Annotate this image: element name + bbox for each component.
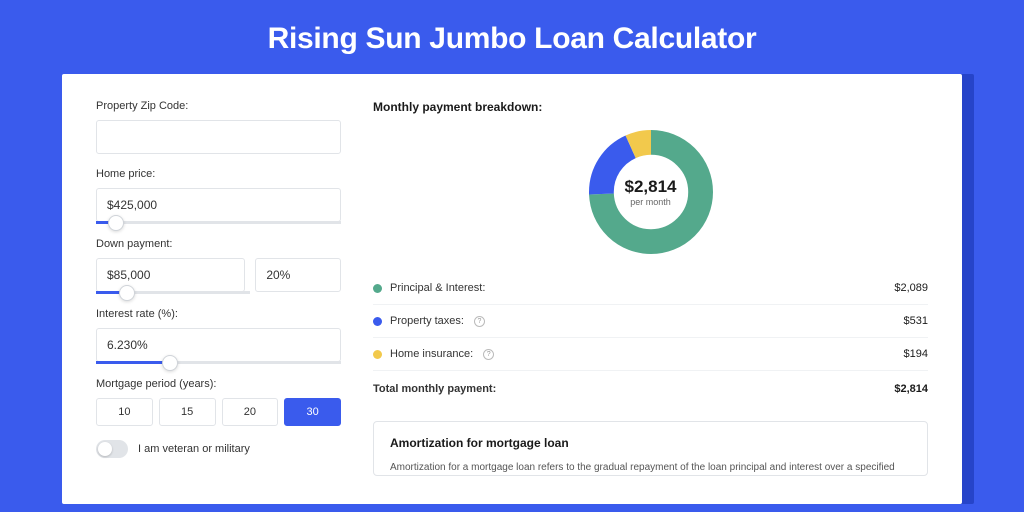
- interest-rate-label: Interest rate (%):: [96, 308, 341, 320]
- donut-chart: $2,814 per month: [589, 130, 713, 254]
- legend-row-1: Property taxes:? $531: [373, 305, 928, 338]
- breakdown-title: Monthly payment breakdown:: [373, 100, 928, 114]
- down-payment-slider[interactable]: [96, 291, 250, 294]
- interest-rate-slider-thumb[interactable]: [162, 355, 178, 371]
- legend-value: $531: [904, 315, 928, 327]
- period-options: 10152030: [96, 398, 341, 426]
- interest-rate-input[interactable]: [96, 328, 341, 362]
- interest-rate-field: Interest rate (%):: [96, 308, 341, 364]
- zip-input[interactable]: [96, 120, 341, 154]
- amortization-title: Amortization for mortgage loan: [390, 436, 911, 450]
- legend-dot: [373, 350, 382, 359]
- veteran-row: I am veteran or military: [96, 440, 341, 458]
- total-value: $2,814: [894, 383, 928, 395]
- period-option-30[interactable]: 30: [284, 398, 341, 426]
- amortization-box: Amortization for mortgage loan Amortizat…: [373, 421, 928, 476]
- home-price-label: Home price:: [96, 168, 341, 180]
- down-payment-label: Down payment:: [96, 238, 341, 250]
- info-icon[interactable]: ?: [483, 349, 494, 360]
- legend-label: Home insurance:: [390, 348, 473, 360]
- info-icon[interactable]: ?: [474, 316, 485, 327]
- home-price-input[interactable]: [96, 188, 341, 222]
- down-payment-field: Down payment:: [96, 238, 341, 294]
- zip-field: Property Zip Code:: [96, 100, 341, 154]
- breakdown-panel: Monthly payment breakdown: $2,814 per mo…: [373, 100, 928, 504]
- zip-label: Property Zip Code:: [96, 100, 341, 112]
- interest-rate-slider[interactable]: [96, 361, 341, 364]
- home-price-slider-thumb[interactable]: [108, 215, 124, 231]
- calculator-card: Property Zip Code: Home price: Down paym…: [62, 74, 962, 504]
- home-price-slider[interactable]: [96, 221, 341, 224]
- down-payment-slider-thumb[interactable]: [119, 285, 135, 301]
- legend-row-0: Principal & Interest: $2,089: [373, 272, 928, 305]
- legend-row-2: Home insurance:? $194: [373, 338, 928, 371]
- donut-sub: per month: [625, 197, 677, 207]
- legend: Principal & Interest: $2,089 Property taxe…: [373, 272, 928, 371]
- legend-label: Property taxes:: [390, 315, 464, 327]
- period-option-15[interactable]: 15: [159, 398, 216, 426]
- veteran-label: I am veteran or military: [138, 443, 250, 455]
- down-payment-percent-input[interactable]: [255, 258, 341, 292]
- down-payment-amount-input[interactable]: [96, 258, 245, 292]
- total-row: Total monthly payment: $2,814: [373, 371, 928, 405]
- total-label: Total monthly payment:: [373, 383, 496, 395]
- period-option-20[interactable]: 20: [222, 398, 279, 426]
- interest-rate-slider-fill: [96, 361, 170, 364]
- legend-dot: [373, 317, 382, 326]
- period-field: Mortgage period (years): 10152030: [96, 378, 341, 426]
- amortization-text: Amortization for a mortgage loan refers …: [390, 460, 911, 475]
- page-title: Rising Sun Jumbo Loan Calculator: [0, 0, 1024, 74]
- donut-chart-wrap: $2,814 per month: [373, 130, 928, 254]
- veteran-toggle-knob: [98, 442, 112, 456]
- legend-label: Principal & Interest:: [390, 282, 485, 294]
- home-price-field: Home price:: [96, 168, 341, 224]
- veteran-toggle[interactable]: [96, 440, 128, 458]
- donut-amount: $2,814: [625, 177, 677, 197]
- legend-value: $2,089: [894, 282, 928, 294]
- period-label: Mortgage period (years):: [96, 378, 341, 390]
- form-panel: Property Zip Code: Home price: Down paym…: [96, 100, 341, 504]
- legend-value: $194: [904, 348, 928, 360]
- donut-center: $2,814 per month: [625, 177, 677, 207]
- period-option-10[interactable]: 10: [96, 398, 153, 426]
- legend-dot: [373, 284, 382, 293]
